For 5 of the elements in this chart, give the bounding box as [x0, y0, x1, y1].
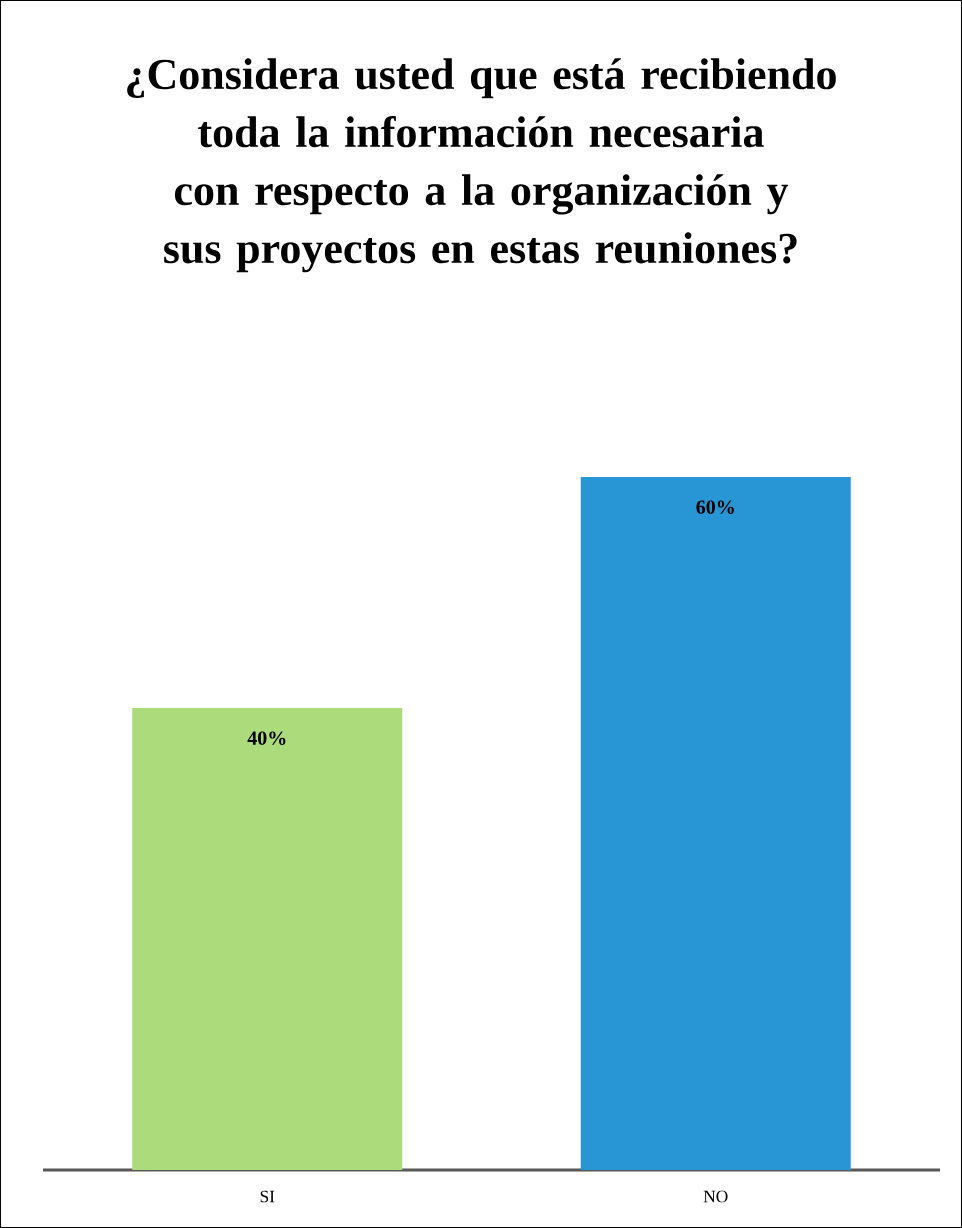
data-label: 40%	[247, 731, 286, 745]
chart-title: ¿Considera usted que está recibiendo toda la información necesaria con respecto a la organización y sus proyectos en estas reuniones?	[127, 58, 836, 273]
x-tick-label: NO	[703, 1190, 728, 1203]
data-label: 60%	[696, 500, 734, 514]
x-tick-label: SI	[260, 1190, 275, 1203]
